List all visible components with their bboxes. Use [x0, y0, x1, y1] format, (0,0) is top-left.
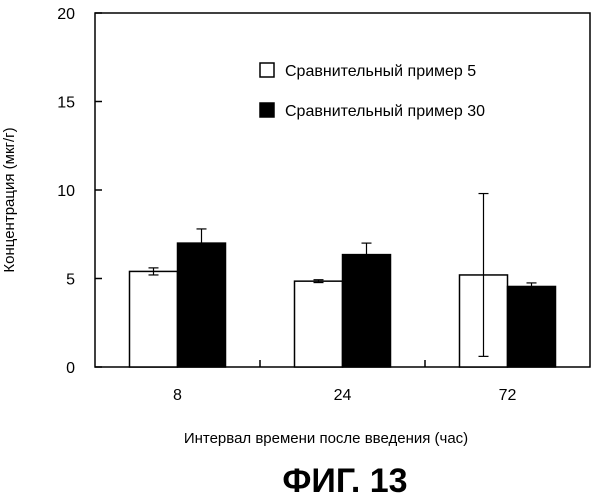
figure-label: ФИГ. 13 [282, 462, 407, 500]
y-tick-label: 20 [57, 6, 75, 23]
x-axis-title: Интервал времени после введения (час) [184, 430, 468, 447]
bars [128, 192, 557, 368]
y-axis: 0 5 10 15 20 [57, 6, 102, 377]
legend-swatch-1 [259, 62, 275, 78]
y-tick-label: 10 [57, 183, 75, 200]
bar-8-series-1 [128, 270, 179, 368]
bar-72-series-2 [506, 285, 557, 368]
x-tick-label: 72 [499, 387, 517, 404]
y-tick-label: 5 [66, 272, 75, 289]
x-tick-label: 24 [334, 387, 352, 404]
legend-label-2: Сравнительный пример 30 [285, 103, 485, 120]
y-tick-label: 15 [57, 95, 75, 112]
legend-swatch-2 [259, 102, 275, 118]
x-axis: 8 24 72 [173, 360, 517, 404]
x-tick-label: 8 [173, 387, 182, 404]
bar-8-series-2 [176, 242, 227, 368]
y-axis-title: Концентрация (мкг/г) [1, 127, 18, 272]
bar-24-series-1 [293, 280, 344, 368]
legend-label-1: Сравнительный пример 5 [285, 63, 476, 80]
legend: Сравнительный пример 5 Сравнительный прим… [259, 62, 485, 120]
bar-24-series-2 [341, 253, 392, 368]
y-tick-label: 0 [66, 360, 75, 377]
